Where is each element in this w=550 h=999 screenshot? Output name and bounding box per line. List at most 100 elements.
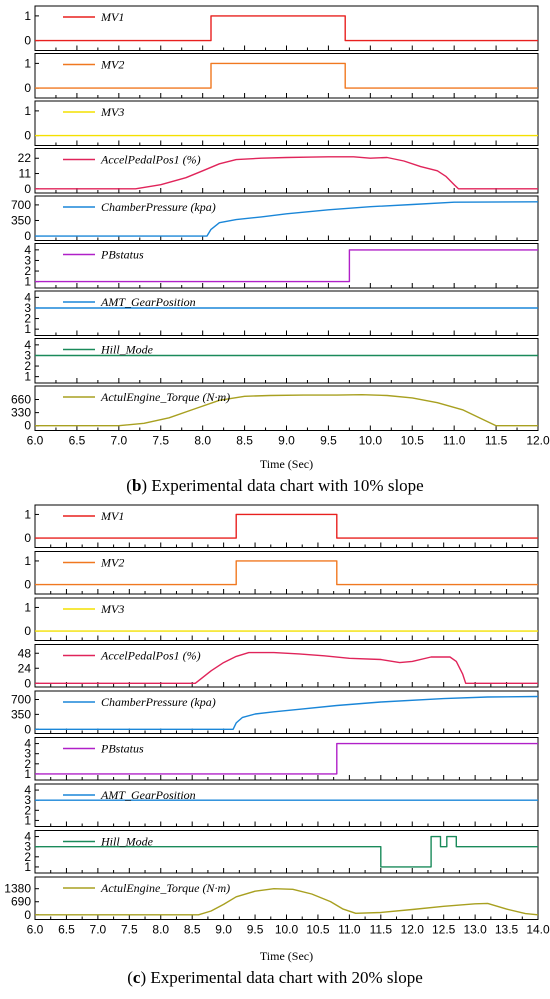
panel-frame — [34, 100, 539, 146]
y-tick-label: 2 — [24, 359, 31, 373]
series-line-accelpedalpos1 — [35, 156, 538, 190]
x-axis-label: Time (Sec) — [260, 457, 313, 471]
y-tick-label: 700 — [11, 693, 31, 707]
x-tick-label: 9.5 — [247, 923, 264, 937]
x-axis-label: Time (Sec) — [260, 949, 313, 963]
y-tick-label: 1 — [24, 600, 31, 614]
series-line-chamberpressure-kpa — [35, 201, 539, 237]
y-tick-label: 22 — [18, 151, 32, 165]
panel-frame — [34, 338, 539, 384]
panel-accelpedalpos1: 011 22 AccelPedalPos1 (%) — [18, 148, 539, 196]
x-tick-label: 11.5 — [370, 923, 393, 937]
y-tick-label: 2 — [24, 850, 31, 864]
x-tick-label: 13.0 — [463, 923, 487, 937]
legend-label: MV1 — [100, 10, 124, 24]
x-tick-label: 12.5 — [432, 923, 456, 937]
y-tick-label: 3 — [24, 301, 31, 315]
y-tick-label: 700 — [11, 198, 31, 212]
y-tick-label: 3 — [24, 793, 31, 807]
y-tick-label: 330 — [11, 406, 31, 420]
legend-label: PBstatus — [100, 742, 144, 756]
x-tick-label: 7.0 — [90, 923, 107, 937]
caption-b: (b) Experimental data chart with 10% slo… — [126, 476, 424, 495]
y-tick-label: 2 — [24, 757, 31, 771]
caption-c: (c) Experimental data chart with 20% slo… — [127, 968, 423, 987]
y-tick-label: 1 — [24, 9, 31, 23]
y-tick-label: 1 — [24, 56, 31, 70]
legend-label: PBstatus — [100, 248, 144, 262]
x-tick-label: 11.0 — [338, 923, 361, 937]
legend-label: MV3 — [100, 105, 124, 119]
y-tick-label: 0 — [24, 419, 31, 433]
x-tick-label: 9.0 — [215, 923, 232, 937]
series-line-pbstatus — [35, 249, 538, 283]
panel-frame — [34, 830, 539, 874]
series-line-mv2 — [35, 62, 538, 89]
legend-label: ActulEngine_Torque (N·m) — [100, 881, 230, 895]
legend-label: AccelPedalPos1 (%) — [100, 649, 201, 663]
legend-label: Hill_Mode — [100, 835, 154, 849]
x-tick-label: 8.0 — [194, 434, 211, 448]
panel-frame — [34, 783, 539, 827]
series-line-actulengine-torque-n-m — [35, 394, 538, 427]
y-tick-label: 4 — [24, 338, 31, 352]
y-tick-label: 4 — [24, 830, 31, 844]
legend-label: AMT_GearPosition — [100, 788, 196, 802]
y-tick-label: 1 — [24, 554, 31, 568]
series-line-mv1 — [35, 15, 538, 42]
y-tick-label: 3 — [24, 348, 31, 362]
panel-frame — [34, 290, 539, 336]
legend-label: ChamberPressure (kpa) — [101, 695, 216, 709]
x-tick-label: 6.5 — [69, 434, 86, 448]
panel-frame — [34, 551, 539, 595]
y-tick-label: 11 — [19, 167, 32, 181]
y-tick-label: 3 — [24, 253, 31, 267]
legend-label: MV2 — [100, 58, 124, 72]
y-tick-label: 0 — [24, 578, 31, 592]
y-tick-label: 0 — [24, 531, 31, 545]
panel-frame — [34, 5, 539, 51]
x-tick-label: 10.5 — [306, 923, 330, 937]
y-tick-label: 0 — [24, 908, 31, 922]
y-tick-label: 0 — [24, 34, 31, 48]
y-tick-label: 1 — [24, 507, 31, 521]
y-tick-label: 0 — [24, 676, 31, 690]
y-tick-label: 2 — [24, 803, 31, 817]
x-tick-label: 8.0 — [152, 923, 169, 937]
panel-mv2: 0 1 MV2 — [24, 53, 539, 99]
x-tick-label: 8.5 — [184, 923, 201, 937]
y-tick-label: 4 — [24, 243, 31, 257]
y-tick-label: 1 — [24, 860, 31, 874]
series-line-mv2 — [35, 560, 538, 586]
y-tick-label: 4 — [24, 783, 31, 797]
x-tick-label: 11.0 — [443, 434, 466, 448]
y-tick-label: 4 — [24, 737, 31, 751]
panel-frame — [34, 53, 539, 99]
panel-mv1: 0 1 MV1 — [24, 504, 539, 548]
y-tick-label: 1 — [24, 104, 31, 118]
panel-mv1: 0 1 MV1 — [24, 5, 539, 51]
legend-label: MV1 — [100, 509, 124, 523]
y-tick-label: 2 — [24, 264, 31, 278]
y-tick-label: 0 — [24, 129, 31, 143]
legend-label: ActulEngine_Torque (N·m) — [100, 390, 230, 404]
panel-mv3: 0 1 MV3 — [24, 597, 539, 641]
x-tick-label: 7.5 — [152, 434, 169, 448]
series-line-actulengine-torque-n-m — [35, 888, 539, 916]
panel-mv3: 0 1 MV3 — [24, 100, 539, 146]
panel-frame — [34, 876, 539, 920]
y-tick-label: 350 — [11, 707, 31, 721]
x-tick-label: 12.0 — [526, 434, 550, 448]
panel-frame — [34, 504, 539, 548]
panel-frame — [34, 243, 539, 289]
